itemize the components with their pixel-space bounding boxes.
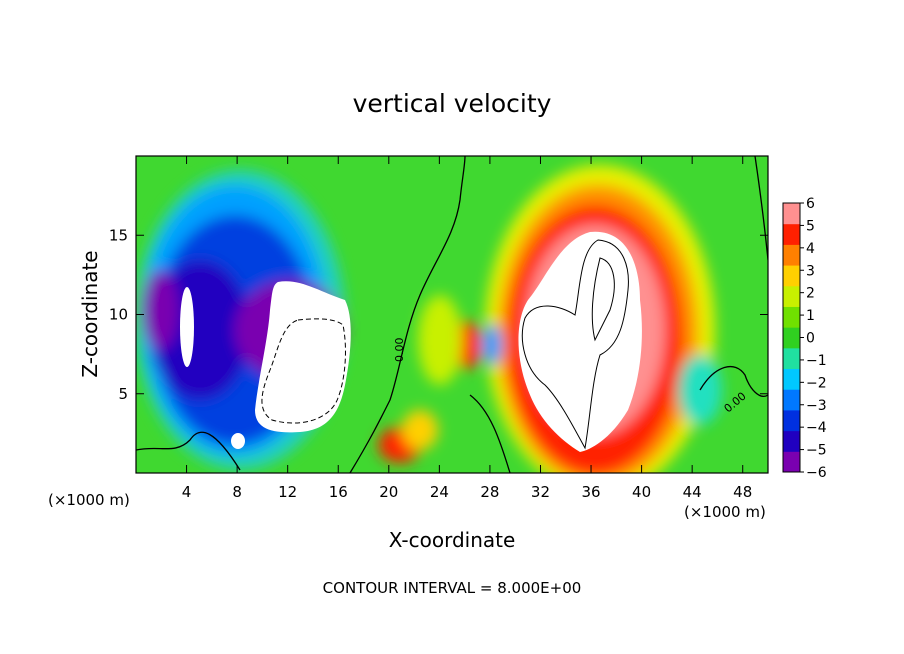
colorbar-tick-label: −5 bbox=[806, 443, 827, 459]
x-tick-label: 32 bbox=[531, 483, 550, 501]
contour-zero-line bbox=[136, 156, 768, 473]
colorbar-swatch bbox=[783, 430, 800, 452]
small-warm-b bbox=[402, 410, 438, 450]
y-tick-label: 15 bbox=[109, 226, 128, 244]
contour-updraft-outer bbox=[521, 239, 629, 450]
colorbar-tick-label: −3 bbox=[806, 398, 827, 414]
colorbar-tick-label: −6 bbox=[806, 465, 827, 481]
contour-label-left: 0.00 bbox=[393, 338, 406, 363]
colorbar-swatch bbox=[783, 389, 800, 411]
x-tick-label: 16 bbox=[329, 483, 348, 501]
colorbar-tick-label: 2 bbox=[806, 286, 815, 302]
colorbar-tick-label: 4 bbox=[806, 241, 815, 257]
x-axis-ticks: 4 8 12 16 20 24 28 32 36 40 44 48 bbox=[182, 156, 752, 501]
y-tick-label: 10 bbox=[109, 306, 128, 324]
plot-area: 0.00 0.00 bbox=[136, 156, 768, 473]
x-tick-label: 44 bbox=[683, 483, 702, 501]
colorbar: 6 5 4 3 2 1 0 −1 −2 −3 −4 −5 −6 bbox=[782, 196, 827, 481]
x-tick-label: 24 bbox=[430, 483, 449, 501]
x-tick-label: 8 bbox=[232, 483, 242, 501]
chart-title: vertical velocity bbox=[353, 89, 552, 118]
x-tick-label: 20 bbox=[379, 483, 398, 501]
colorbar-swatch bbox=[783, 265, 800, 287]
colorbar-swatch bbox=[783, 223, 800, 245]
colorbar-tick-label: −1 bbox=[806, 353, 827, 369]
x-unit-note: (×1000 m) bbox=[48, 491, 130, 509]
downdraft-left-purple bbox=[142, 270, 178, 350]
x-tick-label: 12 bbox=[278, 483, 297, 501]
small-downdraft-a bbox=[482, 325, 502, 365]
colorbar-tick-label: 0 bbox=[806, 331, 815, 347]
colorbar-swatch bbox=[783, 347, 800, 370]
colorbar-swatch bbox=[783, 451, 800, 473]
colorbar-tick-label: 3 bbox=[806, 263, 815, 279]
small-warm-a bbox=[418, 295, 462, 385]
colorbar-swatch bbox=[783, 409, 800, 432]
colorbar-swatch bbox=[783, 306, 800, 328]
y-axis-label: Z-coordinate bbox=[78, 250, 102, 377]
colorbar-swatch bbox=[783, 368, 800, 390]
x-tick-label: 4 bbox=[182, 483, 192, 501]
colorbar-tick-label: −2 bbox=[806, 375, 827, 391]
colorbar-tick-label: −4 bbox=[806, 420, 827, 436]
updraft-core-white bbox=[518, 231, 642, 452]
colorbar-swatch bbox=[783, 327, 800, 349]
colorbar-tick-label: 1 bbox=[806, 308, 815, 324]
y-axis-ticks: 5 10 15 bbox=[109, 226, 768, 403]
x-unit-note-right: (×1000 m) bbox=[684, 503, 766, 521]
x-axis-label: X-coordinate bbox=[389, 528, 516, 552]
x-tick-label: 28 bbox=[480, 483, 499, 501]
x-tick-label: 36 bbox=[581, 483, 600, 501]
contour-downdraft-dashed bbox=[261, 318, 346, 424]
x-tick-label: 48 bbox=[733, 483, 752, 501]
colorbar-tick-label: 5 bbox=[806, 218, 815, 234]
x-tick-label: 40 bbox=[632, 483, 651, 501]
y-tick-label: 5 bbox=[118, 385, 128, 403]
downdraft-bottom-white bbox=[231, 433, 245, 449]
colorbar-swatch bbox=[783, 203, 800, 225]
contour-updraft-inner bbox=[591, 257, 615, 342]
contour-interval-note: CONTOUR INTERVAL = 8.000E+00 bbox=[323, 579, 582, 597]
colorbar-tick-label: 6 bbox=[806, 196, 815, 212]
colorbar-swatch bbox=[783, 285, 800, 307]
colorbar-swatch bbox=[783, 244, 800, 266]
downdraft-left-white bbox=[180, 287, 194, 367]
